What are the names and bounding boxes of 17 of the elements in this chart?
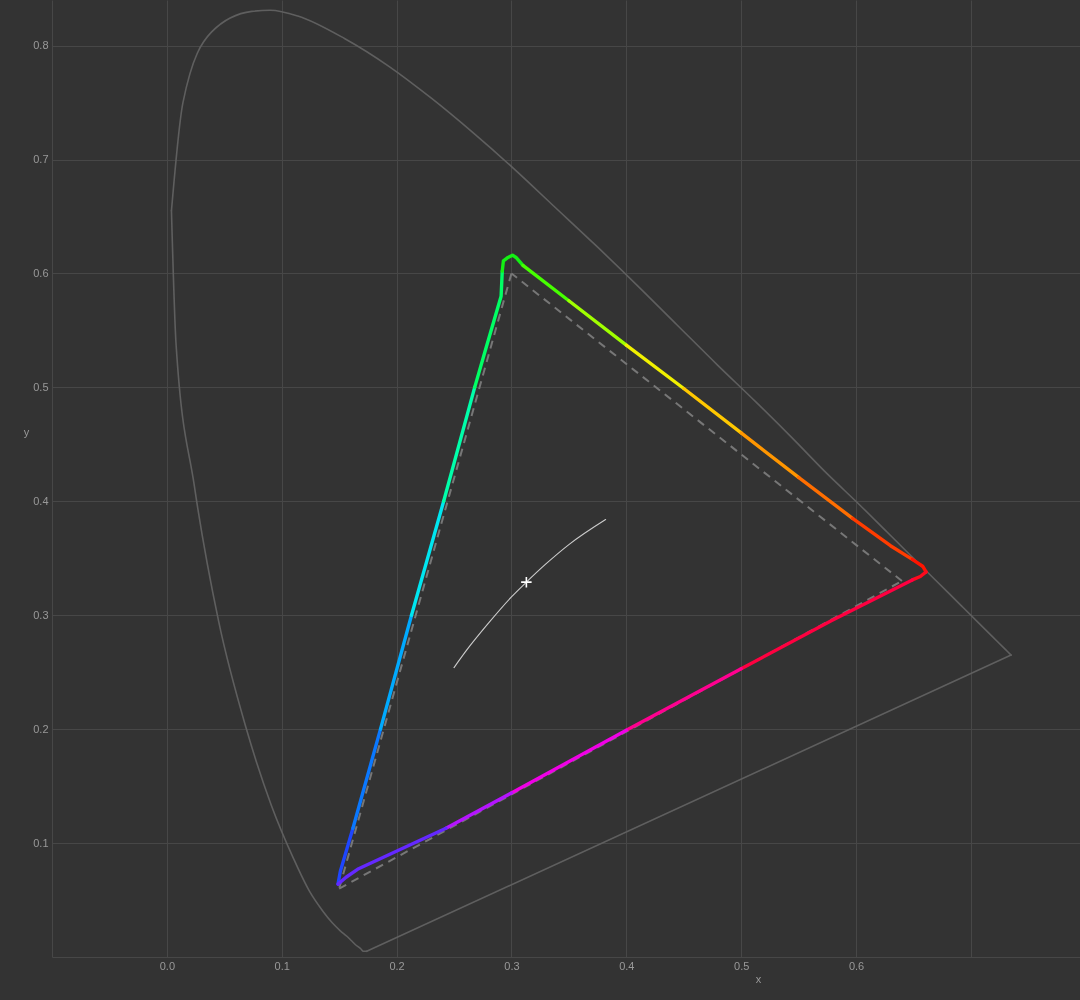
x-tick-label: 0.2 [389, 959, 405, 972]
y-tick-label: 0.4 [33, 494, 49, 507]
y-tick-label: 0.3 [33, 608, 49, 621]
x-tick-label: 0.0 [159, 959, 176, 972]
x-tick-label: 0.4 [619, 959, 635, 972]
x-tick-label: 0.3 [504, 959, 520, 972]
x-tick-label: 0.6 [848, 959, 865, 972]
y-tick-label: 0.7 [33, 153, 49, 165]
y-axis-title: y [23, 425, 30, 438]
y-tick-label: 0.5 [33, 380, 49, 393]
y-tick-label: 0.6 [33, 266, 49, 279]
y-tick-label: 0.8 [33, 39, 49, 52]
y-tick-label: 0.1 [33, 836, 49, 849]
y-tick-label: 0.2 [33, 722, 49, 735]
x-tick-label: 0.1 [274, 959, 290, 972]
x-axis-title: x [755, 972, 762, 985]
x-tick-label: 0.5 [734, 959, 750, 972]
